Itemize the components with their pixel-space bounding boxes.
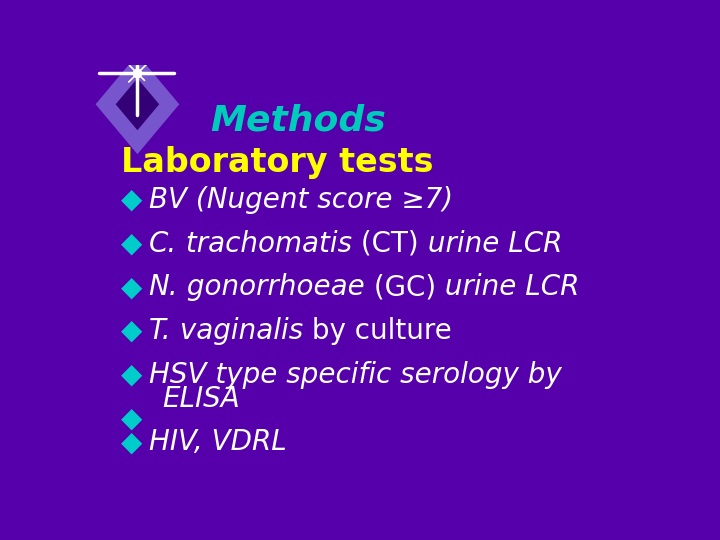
Text: vaginalis: vaginalis [171, 317, 303, 345]
Text: ◆: ◆ [121, 186, 142, 214]
Text: N.: N. [148, 273, 179, 301]
Text: ◆: ◆ [121, 404, 142, 432]
Text: urine LCR: urine LCR [436, 273, 580, 301]
Text: Laboratory tests: Laboratory tests [121, 146, 433, 179]
Text: ◆: ◆ [121, 428, 142, 456]
Text: ◆: ◆ [121, 317, 142, 345]
Text: Methods: Methods [210, 104, 386, 138]
Text: HSV type specific serology by: HSV type specific serology by [148, 361, 562, 389]
Text: by culture: by culture [303, 317, 452, 345]
Text: trachomatis: trachomatis [177, 230, 352, 258]
Text: T.: T. [148, 317, 171, 345]
Polygon shape [96, 55, 179, 154]
Text: (GC): (GC) [365, 273, 436, 301]
Text: C.: C. [148, 230, 177, 258]
Text: ELISA: ELISA [163, 384, 240, 413]
Text: ◆: ◆ [121, 230, 142, 258]
Text: BV (Nugent score ≥7): BV (Nugent score ≥7) [148, 186, 453, 214]
Text: urine LCR: urine LCR [418, 230, 562, 258]
Polygon shape [116, 78, 159, 130]
Text: ◆: ◆ [121, 273, 142, 301]
Text: ◆: ◆ [121, 361, 142, 389]
Text: HIV, VDRL: HIV, VDRL [148, 428, 287, 456]
Text: gonorrhoeae: gonorrhoeae [179, 273, 365, 301]
Text: (CT): (CT) [352, 230, 418, 258]
